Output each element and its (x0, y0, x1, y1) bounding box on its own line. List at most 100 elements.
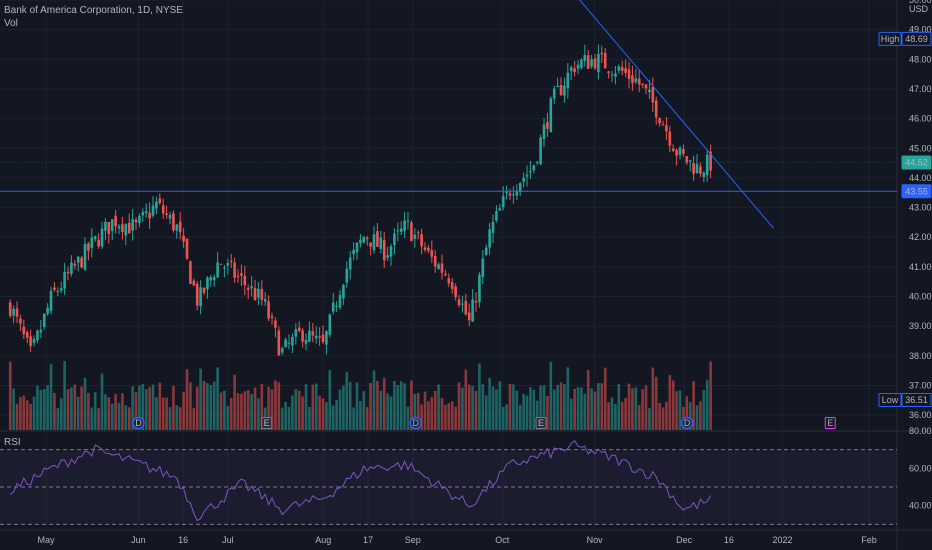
volume-bar (661, 407, 665, 430)
candle-body (338, 295, 342, 308)
volume-bar (515, 390, 519, 430)
candle-body (440, 263, 444, 273)
candle-body (617, 66, 621, 71)
candle-body (97, 239, 100, 247)
candle-body (661, 124, 665, 126)
volume-bar (80, 386, 83, 430)
candle-body (321, 334, 325, 343)
volume-bar (365, 407, 369, 430)
earnings-marker[interactable] (535, 417, 547, 429)
candle-body (250, 286, 253, 289)
volume-bar (253, 387, 257, 430)
volume-bar (590, 388, 593, 430)
candle-body (189, 261, 192, 284)
volume-bar (593, 391, 597, 430)
candle-body (498, 208, 502, 211)
marker-text: E (264, 418, 270, 428)
volume-bar (270, 389, 274, 430)
marker-text: D (684, 418, 691, 428)
price-tag-text: Low (882, 395, 899, 405)
volume-bar (284, 401, 287, 430)
y-tick-label: 44.00 (909, 173, 932, 183)
volume-bar (267, 386, 270, 430)
volume-bar (648, 407, 651, 430)
dividend-marker[interactable] (680, 416, 694, 430)
volume-bar (702, 390, 706, 430)
volume-bar (311, 384, 315, 430)
volume-bar (610, 397, 614, 430)
candle-body (705, 154, 709, 176)
volume-bar (498, 381, 502, 430)
candle-body (569, 67, 573, 72)
dividend-marker[interactable] (409, 416, 423, 430)
volume-bar (399, 381, 403, 430)
candle-body (508, 193, 512, 196)
volume-bar (359, 401, 362, 430)
volume-bar (671, 380, 675, 430)
candle-body (284, 339, 287, 347)
volume-bar (474, 390, 478, 430)
candle-body (219, 263, 223, 265)
candle-body (464, 300, 468, 315)
candle-body (335, 305, 338, 307)
candle-body (688, 160, 692, 162)
trend-line[interactable] (579, 0, 774, 229)
candle-body (518, 182, 522, 193)
volume-bar (223, 390, 226, 430)
candle-body (593, 58, 597, 69)
volume-bar (376, 380, 379, 430)
volume-bar (97, 407, 100, 430)
candle-body (151, 205, 155, 216)
x-tick-label: May (37, 535, 55, 545)
candle-body (277, 330, 281, 356)
volume-bar (212, 381, 216, 430)
price-label-last (901, 155, 932, 170)
volume-bar (614, 404, 617, 430)
candle-body (447, 278, 451, 284)
candle-body (274, 320, 277, 328)
volume-bar (529, 387, 532, 430)
marker-text: D (413, 418, 420, 428)
volume-bar (471, 386, 474, 430)
volume-bar (110, 403, 114, 430)
candle-body (637, 78, 641, 85)
y-tick-label: 50.00 (909, 0, 932, 5)
candle-body (379, 237, 383, 250)
candle-body (614, 73, 617, 77)
volume-bar (501, 406, 505, 430)
dividend-marker[interactable] (132, 416, 145, 430)
candle-body (348, 257, 352, 270)
candle-body (699, 166, 702, 174)
volume-bar (603, 367, 607, 430)
earnings-marker[interactable] (261, 417, 273, 429)
candle-body (73, 263, 77, 266)
candle-body (121, 224, 124, 233)
volume-bar (495, 389, 498, 430)
volume-bar (175, 405, 179, 430)
volume-bar (600, 383, 604, 430)
volume-bar (569, 398, 573, 430)
volume-bar (185, 369, 189, 430)
candle-body (450, 282, 454, 289)
volume-bar (573, 388, 576, 430)
volume-bar (345, 372, 349, 430)
candle-body (80, 257, 83, 268)
volume-bar (280, 407, 284, 430)
candle-body (549, 98, 553, 133)
candle-body (260, 289, 264, 300)
candle-body (355, 242, 359, 253)
candle-body (461, 303, 464, 305)
earnings-marker[interactable] (824, 417, 836, 429)
volume-bar (403, 383, 406, 430)
volume-bar (195, 386, 199, 430)
volume-bar (348, 382, 352, 430)
candle-body (240, 273, 243, 276)
marker-text: E (827, 418, 833, 428)
candle-body (488, 229, 491, 248)
candle-body (396, 230, 400, 232)
volume-bar (308, 406, 311, 430)
marker-text: E (538, 418, 544, 428)
currency-label: USD (909, 4, 929, 14)
rsi-label: RSI (4, 437, 21, 448)
